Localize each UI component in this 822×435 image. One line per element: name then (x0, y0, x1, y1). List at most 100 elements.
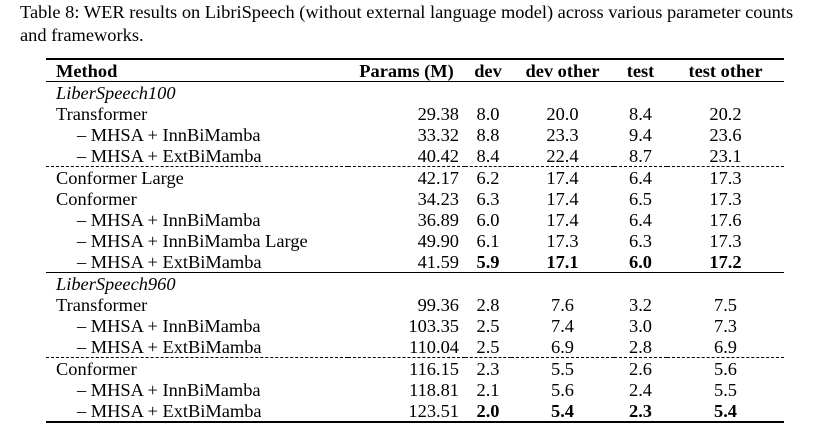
section-header-row: LiberSpeech100 (46, 82, 784, 104)
dev-cell: 6.3 (476, 188, 500, 209)
header-test: test (614, 58, 667, 82)
dev-cell: 8.4 (476, 145, 500, 166)
test-cell: 6.5 (629, 188, 652, 209)
dev-other-cell: 7.6 (551, 294, 574, 315)
params-cell: 103.35 (408, 315, 459, 336)
params-cell: 33.32 (417, 124, 459, 145)
dev-other-cell: 6.9 (551, 336, 574, 357)
section-header-row: LiberSpeech960 (46, 272, 784, 294)
test-other-cell-best: 5.4 (667, 400, 784, 423)
params-cell: 49.90 (417, 230, 459, 251)
test-other-cell: 17.3 (709, 230, 742, 251)
params-cell: 34.23 (417, 188, 459, 209)
method-cell: – MHSA + InnBiMamba (77, 379, 261, 400)
test-other-cell: 7.3 (714, 315, 737, 336)
method-cell: – MHSA + ExtBiMamba (77, 251, 262, 272)
dev-cell: 6.1 (476, 230, 500, 251)
dev-other-cell: 17.4 (511, 166, 614, 188)
params-cell: 110.04 (409, 336, 459, 357)
method-cell: Transformer (56, 103, 148, 124)
test-other-cell: 6.9 (714, 336, 737, 357)
test-cell-best: 2.3 (614, 400, 667, 423)
dev-other-cell: 17.3 (546, 230, 579, 251)
table-row: – MHSA + InnBiMamba 36.89 6.0 17.4 6.4 1… (46, 209, 784, 230)
method-cell: – MHSA + ExtBiMamba (46, 400, 348, 423)
test-other-cell-best: 17.2 (709, 251, 742, 272)
test-cell: 6.4 (629, 209, 652, 230)
dev-other-cell: 23.3 (546, 124, 579, 145)
dev-other-cell: 7.4 (551, 315, 574, 336)
section-title: LiberSpeech100 (56, 82, 176, 103)
wer-results-table: Method Params (M) dev dev other test tes… (46, 58, 784, 423)
params-cell: 116.15 (348, 357, 465, 379)
method-cell: – MHSA + InnBiMamba (77, 315, 261, 336)
params-cell: 40.42 (417, 145, 459, 166)
table-row: – MHSA + InnBiMamba 103.35 2.5 7.4 3.0 7… (46, 315, 784, 336)
test-other-cell: 20.2 (709, 103, 742, 124)
section-title: LiberSpeech960 (46, 272, 784, 294)
test-other-cell: 17.6 (709, 209, 742, 230)
table-row: – MHSA + InnBiMamba Large 49.90 6.1 17.3… (46, 230, 784, 251)
params-cell: 29.38 (417, 103, 459, 124)
dev-other-cell: 22.4 (546, 145, 579, 166)
table-row: Conformer 116.15 2.3 5.5 2.6 5.6 (46, 357, 784, 379)
header-dev-other: dev other (511, 58, 614, 82)
method-cell: Conformer (56, 188, 137, 209)
dev-cell: 8.0 (476, 103, 500, 124)
table-row: – MHSA + InnBiMamba 118.81 2.1 5.6 2.4 5… (46, 379, 784, 400)
test-cell: 2.8 (629, 336, 652, 357)
table-row: Conformer Large 42.17 6.2 17.4 6.4 17.3 (46, 166, 784, 188)
dev-cell: 6.2 (465, 166, 511, 188)
method-cell: Transformer (56, 294, 148, 315)
dev-other-cell: 17.4 (546, 209, 579, 230)
method-cell: – MHSA + ExtBiMamba (77, 336, 262, 357)
test-other-cell: 5.5 (714, 379, 737, 400)
table-caption: Table 8: WER results on LibriSpeech (wit… (20, 2, 794, 45)
test-cell: 8.7 (629, 145, 652, 166)
test-other-cell: 7.5 (714, 294, 737, 315)
test-cell: 6.3 (629, 230, 652, 251)
params-cell: 123.51 (348, 400, 465, 423)
test-other-cell: 5.6 (667, 357, 784, 379)
dev-other-cell: 17.4 (546, 188, 579, 209)
dev-other-cell: 20.0 (546, 103, 579, 124)
test-cell: 2.4 (629, 379, 652, 400)
method-cell: – MHSA + ExtBiMamba (77, 145, 262, 166)
params-cell: 36.89 (417, 209, 459, 230)
params-cell: 42.17 (348, 166, 465, 188)
table-row: – MHSA + ExtBiMamba 123.51 2.0 5.4 2.3 5… (46, 400, 784, 423)
method-cell: Conformer (46, 357, 348, 379)
dev-cell-best: 5.9 (476, 251, 500, 272)
dev-other-cell: 5.5 (511, 357, 614, 379)
method-cell: – MHSA + InnBiMamba Large (77, 230, 308, 251)
table-row: Conformer 34.23 6.3 17.4 6.5 17.3 (46, 188, 784, 209)
table-row: – MHSA + ExtBiMamba 110.04 2.5 6.9 2.8 6… (46, 336, 784, 358)
params-cell: 99.36 (417, 294, 459, 315)
dev-cell: 8.8 (476, 124, 500, 145)
header-dev: dev (465, 58, 511, 82)
params-cell: 41.59 (417, 251, 459, 272)
params-cell: 118.81 (409, 379, 459, 400)
table-row: – MHSA + InnBiMamba 33.32 8.8 23.3 9.4 2… (46, 124, 784, 145)
test-other-cell: 23.6 (709, 124, 742, 145)
method-cell: – MHSA + InnBiMamba (77, 209, 261, 230)
table-row: – MHSA + ExtBiMamba 40.42 8.4 22.4 8.7 2… (46, 145, 784, 167)
dev-cell: 2.8 (476, 294, 500, 315)
header-test-other: test other (667, 58, 784, 82)
dev-cell: 2.3 (465, 357, 511, 379)
dev-other-cell-best: 5.4 (511, 400, 614, 423)
dev-cell-best: 2.0 (465, 400, 511, 423)
test-cell: 2.6 (614, 357, 667, 379)
test-other-cell: 17.3 (667, 166, 784, 188)
method-cell: – MHSA + InnBiMamba (77, 124, 261, 145)
table-row: Transformer 99.36 2.8 7.6 3.2 7.5 (46, 294, 784, 315)
test-other-cell: 23.1 (709, 145, 742, 166)
dev-cell: 2.5 (476, 315, 500, 336)
test-cell: 6.4 (614, 166, 667, 188)
method-cell: Conformer Large (46, 166, 348, 188)
dev-cell: 2.5 (476, 336, 500, 357)
header-row: Method Params (M) dev dev other test tes… (46, 58, 784, 82)
dev-other-cell-best: 17.1 (546, 251, 579, 272)
dev-other-cell: 5.6 (551, 379, 574, 400)
dev-cell: 6.0 (476, 209, 500, 230)
